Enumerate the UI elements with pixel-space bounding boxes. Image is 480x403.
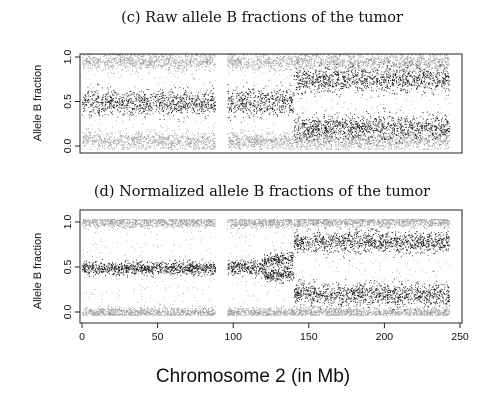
data-band-light <box>227 219 451 232</box>
y-tick-label: 0.5 <box>62 260 74 275</box>
panel-d-x-axis: 0 50 100 150 200 250 <box>79 323 469 343</box>
x-tick-label: 150 <box>300 331 318 343</box>
data-band-dark <box>227 258 265 279</box>
panel-d-ylabel: Allele B fraction <box>32 233 44 309</box>
data-band-dark <box>82 259 216 278</box>
data-band-dark <box>293 107 451 150</box>
y-tick-label: 1.0 <box>62 50 74 65</box>
panel-c-y-axis: 0.0 0.5 1.0 <box>62 50 80 154</box>
data-band-light <box>82 219 216 232</box>
data-band-light <box>227 301 451 316</box>
panel-c-ylabel: Allele B fraction <box>32 65 44 141</box>
y-tick-label: 0.0 <box>62 139 74 154</box>
y-tick-label: 0.5 <box>62 94 74 109</box>
scatter-noise <box>82 231 450 304</box>
data-band-dark <box>263 249 295 270</box>
data-band-dark <box>82 78 216 123</box>
panel-c-title: (c) Raw allele B fractions of the tumor <box>121 10 403 26</box>
panel-c-plot-area <box>82 54 451 150</box>
x-axis-title: Chromosome 2 (in Mb) <box>156 366 350 387</box>
x-tick-label: 50 <box>152 331 164 343</box>
scatter-noise <box>82 66 450 138</box>
x-tick-label: 0 <box>79 331 85 343</box>
y-tick-label: 0.0 <box>62 305 74 320</box>
data-band-light <box>82 54 216 75</box>
panel-d-title: (d) Normalized allele B fractions of the… <box>94 184 430 200</box>
panel-d-plot-area <box>82 219 451 316</box>
data-band-light <box>227 127 451 150</box>
data-band-dark <box>263 265 295 284</box>
x-tick-label: 250 <box>451 331 469 343</box>
panel-d-y-axis: 0.0 0.5 1.0 <box>62 215 80 320</box>
data-band-dark <box>293 59 451 99</box>
y-tick-label: 1.0 <box>62 215 74 230</box>
data-band-dark <box>227 81 295 123</box>
data-band-light <box>82 303 216 316</box>
x-tick-label: 200 <box>376 331 394 343</box>
data-band-light <box>227 54 450 78</box>
data-band-dark <box>293 222 450 262</box>
data-band-dark <box>293 270 451 311</box>
data-band-light <box>82 121 216 150</box>
x-tick-label: 100 <box>224 331 242 343</box>
panel-c-frame <box>79 53 463 154</box>
